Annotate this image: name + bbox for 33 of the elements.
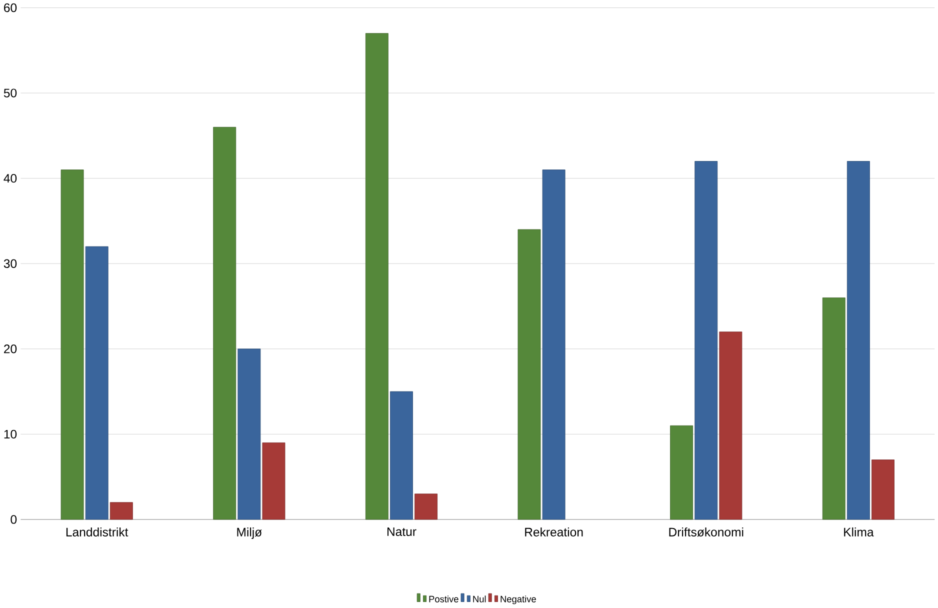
x-tick-label: Miljø [237,527,262,539]
bar [719,332,742,520]
y-tick-label: 10 [4,430,17,439]
x-tick-label: Driftsøkonomi [669,527,744,537]
bar [365,33,388,520]
legend-label: Nul [473,596,486,602]
bar [213,126,236,520]
bar [694,161,718,520]
legend-label: Postive [429,596,458,602]
y-tick-label: 40 [4,174,17,183]
y-tick-label: 50 [4,88,17,98]
y-tick-label: 0 [10,515,17,524]
bar [846,161,870,520]
bar [518,229,541,520]
bar [822,298,846,520]
y-tick-label: 60 [4,3,17,12]
bar [85,246,108,520]
bar [390,391,413,520]
bar [60,170,84,520]
y-tick-label: 20 [4,344,17,354]
x-tick-label: Klima [844,527,874,536]
x-tick-label: Rekreation [525,527,583,536]
x-tick-label: Natur [387,527,416,536]
bar [238,348,261,520]
bar [542,170,566,520]
bar [262,442,286,520]
bar [670,425,694,520]
bar [872,460,894,520]
legend-label: Negative [500,596,536,604]
x-tick-label: Landdistrikt [66,527,128,536]
bar [110,502,133,520]
bar [414,494,438,520]
y-tick-label: 30 [4,259,17,268]
